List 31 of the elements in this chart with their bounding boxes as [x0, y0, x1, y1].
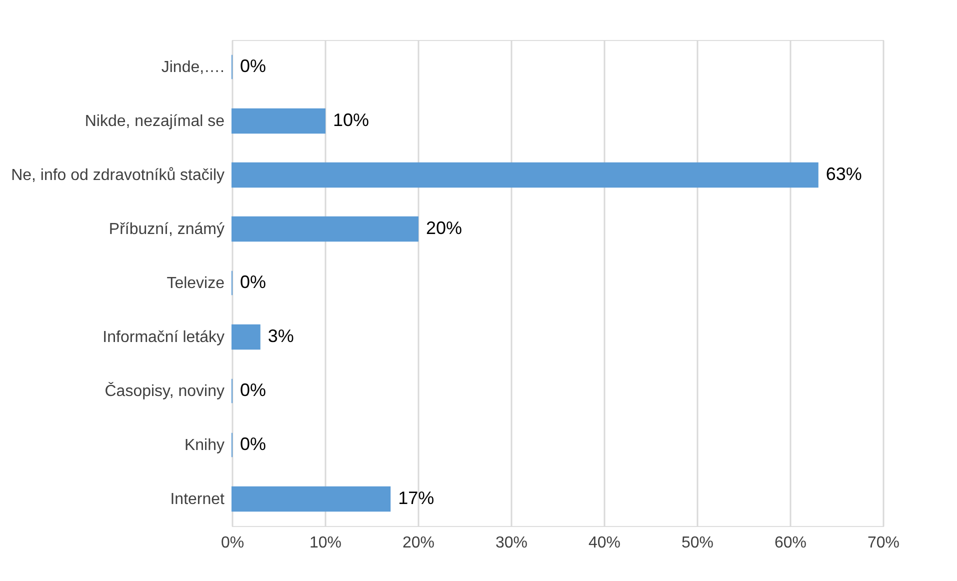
data-label: 17% [398, 488, 434, 508]
bar [232, 216, 418, 242]
data-label: 0% [240, 272, 266, 292]
y-tick-label: Informační letáky [102, 329, 224, 346]
y-tick-label: Televize [166, 275, 225, 292]
y-tick-label: Ne, info od zdravotníků stačily [11, 167, 224, 184]
x-tick-label: 40% [588, 534, 621, 552]
bar [232, 162, 818, 188]
y-tick-label: Příbuzní, známý [108, 221, 224, 238]
data-label: 20% [426, 218, 462, 238]
y-tick-label: Časopisy, noviny [104, 382, 224, 400]
data-label: 0% [240, 434, 266, 454]
data-label: 3% [268, 326, 294, 346]
data-label: 63% [826, 164, 862, 184]
x-tick-label: 50% [681, 534, 714, 552]
data-label: 0% [240, 380, 266, 400]
y-tick-label: Knihy [184, 437, 224, 454]
data-label: 10% [333, 110, 370, 130]
x-tick-label: 60% [774, 534, 807, 552]
x-tick-label: 20% [402, 534, 435, 552]
y-tick-label: Nikde, nezajímal se [84, 113, 225, 130]
y-tick-label: Jinde,…. [161, 59, 224, 76]
data-label: 0% [240, 56, 266, 76]
bar [232, 486, 391, 512]
x-tick-label: 0% [220, 534, 244, 552]
bar [232, 324, 260, 350]
x-tick-label: 70% [867, 534, 900, 552]
x-tick-label: 10% [309, 534, 342, 552]
y-tick-label: Internet [170, 491, 226, 508]
bar [232, 108, 326, 134]
x-tick-label: 30% [495, 534, 528, 552]
